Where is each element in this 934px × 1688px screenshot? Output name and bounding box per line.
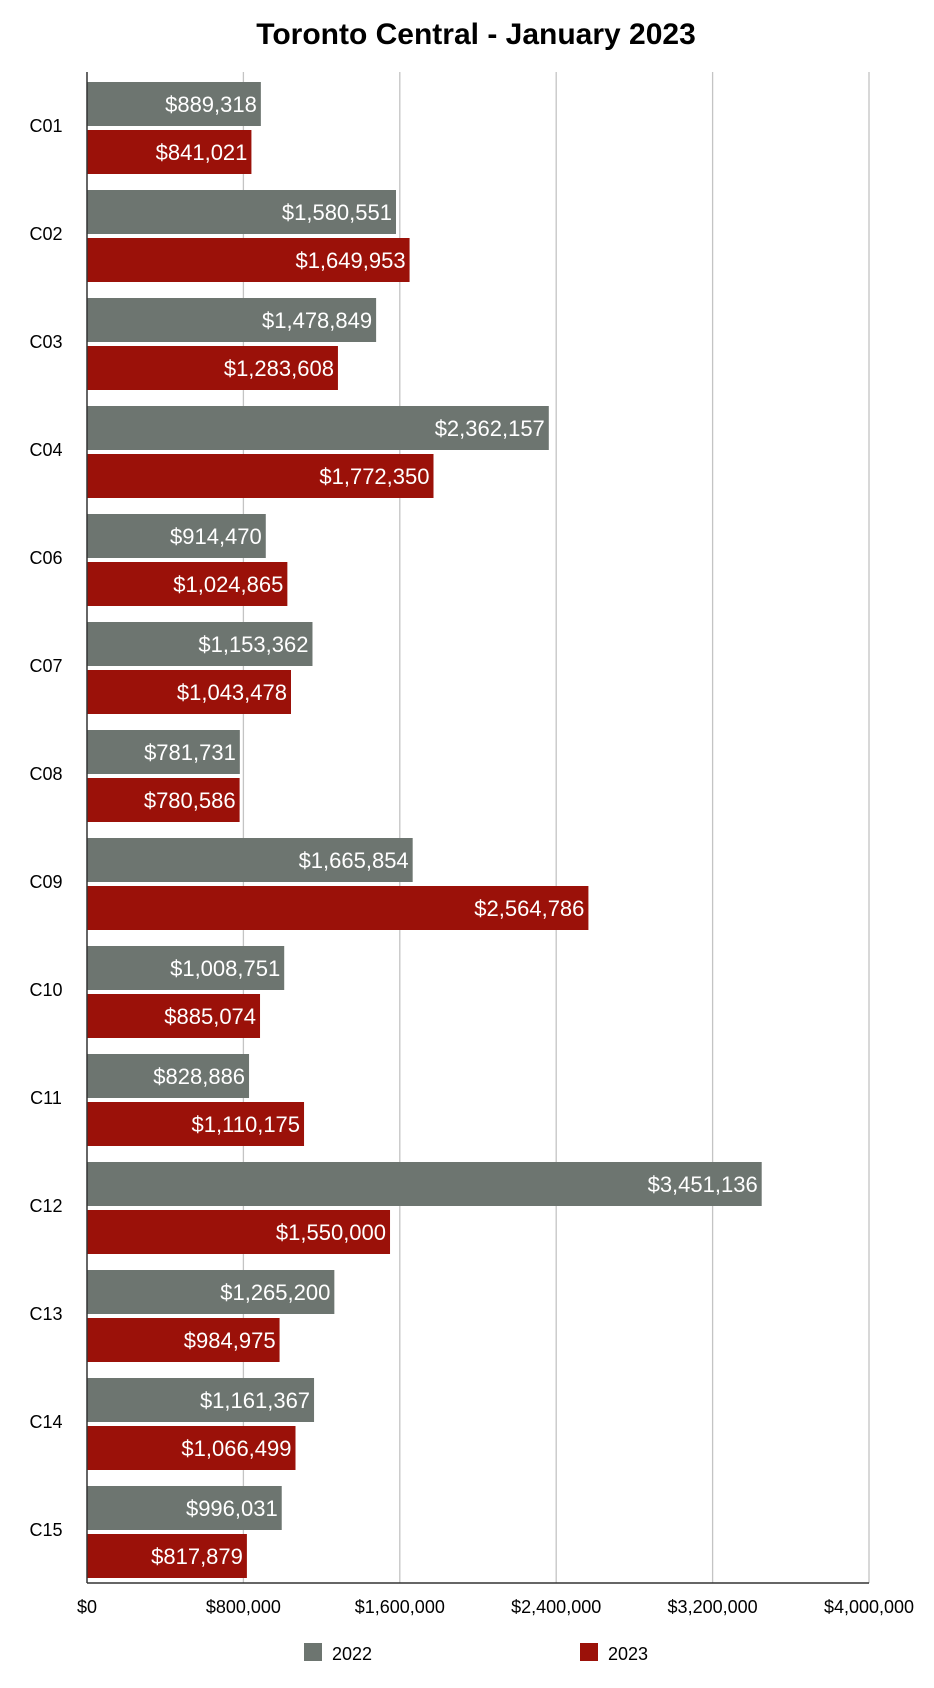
bars: $889,318 $841,021 $1,580,551 $1,649,953 $1,4… bbox=[87, 82, 762, 1578]
legend-label: 2022 bbox=[332, 1644, 372, 1664]
bar-2022 bbox=[87, 82, 261, 126]
category-label: C01 bbox=[29, 116, 62, 136]
bar-2023 bbox=[87, 670, 291, 714]
legend-label: 2023 bbox=[608, 1644, 648, 1664]
bar-2023 bbox=[87, 238, 410, 282]
category-label: C04 bbox=[29, 440, 62, 460]
bar-2022 bbox=[87, 1162, 762, 1206]
bar-2022 bbox=[87, 838, 413, 882]
bar-value-label: $1,550,000 bbox=[276, 1220, 386, 1245]
bar-2022 bbox=[87, 406, 549, 450]
legend-swatch-2023 bbox=[580, 1643, 598, 1661]
bar-2023 bbox=[87, 1210, 391, 1254]
x-tick-label: $3,200,000 bbox=[668, 1597, 758, 1617]
axes: $0 $800,000 $1,600,000 $2,400,000 $3,200,000… bbox=[29, 72, 914, 1617]
category-label: C10 bbox=[29, 980, 62, 1000]
bar-2023 bbox=[87, 562, 288, 606]
bar-value-label: $1,478,849 bbox=[262, 308, 372, 333]
bar-value-label: $1,024,865 bbox=[173, 572, 283, 597]
bar-2023 bbox=[87, 346, 338, 390]
bar-value-label: $1,008,751 bbox=[170, 956, 280, 981]
bar-2022 bbox=[87, 1486, 282, 1530]
bar-value-label: $817,879 bbox=[151, 1544, 243, 1569]
bar-2023 bbox=[87, 886, 589, 930]
bar-2022 bbox=[87, 190, 396, 234]
bar-value-label: $3,451,136 bbox=[648, 1172, 758, 1197]
bar-2023 bbox=[87, 1426, 296, 1470]
bar-2023 bbox=[87, 454, 434, 498]
category-label: C08 bbox=[29, 764, 62, 784]
bar-value-label: $885,074 bbox=[164, 1004, 256, 1029]
bar-2022 bbox=[87, 622, 313, 666]
bar-value-label: $1,649,953 bbox=[295, 248, 405, 273]
bar-value-label: $1,283,608 bbox=[224, 356, 334, 381]
x-tick-label: $4,000,000 bbox=[824, 1597, 914, 1617]
bar-value-label: $841,021 bbox=[156, 140, 248, 165]
bar-2023 bbox=[87, 1318, 280, 1362]
bar-value-label: $1,580,551 bbox=[282, 200, 392, 225]
bar-value-label: $2,564,786 bbox=[474, 896, 584, 921]
bar-value-label: $780,586 bbox=[144, 788, 236, 813]
bar-value-label: $781,731 bbox=[144, 740, 236, 765]
x-tick-label: $0 bbox=[77, 1597, 97, 1617]
category-label: C07 bbox=[29, 656, 62, 676]
bar-2022 bbox=[87, 946, 285, 990]
bar-2023 bbox=[87, 130, 252, 174]
category-label: C13 bbox=[29, 1304, 62, 1324]
bar-value-label: $914,470 bbox=[170, 524, 262, 549]
bar-value-label: $889,318 bbox=[165, 92, 257, 117]
bar-value-label: $984,975 bbox=[184, 1328, 276, 1353]
bar-value-label: $1,665,854 bbox=[299, 848, 409, 873]
bar-2022 bbox=[87, 1378, 315, 1422]
category-label: C06 bbox=[29, 548, 62, 568]
bar-2022 bbox=[87, 1270, 335, 1314]
bar-value-label: $996,031 bbox=[186, 1496, 278, 1521]
category-label: C15 bbox=[29, 1520, 62, 1540]
bar-value-label: $1,153,362 bbox=[198, 632, 308, 657]
bar-value-label: $1,066,499 bbox=[181, 1436, 291, 1461]
bar-2023 bbox=[87, 1534, 247, 1578]
category-label: C11 bbox=[30, 1088, 62, 1108]
bar-value-label: $1,110,175 bbox=[192, 1112, 300, 1137]
bar-2022 bbox=[87, 514, 266, 558]
x-tick-label: $2,400,000 bbox=[511, 1597, 601, 1617]
legend: 2022 2023 bbox=[304, 1643, 648, 1664]
bar-value-label: $1,265,200 bbox=[220, 1280, 330, 1305]
bar-2023 bbox=[87, 1102, 305, 1146]
bar-value-label: $1,161,367 bbox=[200, 1388, 310, 1413]
chart-title: Toronto Central - January 2023 bbox=[256, 18, 696, 51]
legend-swatch-2022 bbox=[304, 1643, 322, 1661]
bar-2022 bbox=[87, 1054, 250, 1098]
bar-value-label: $1,772,350 bbox=[319, 464, 429, 489]
bar-2022 bbox=[87, 730, 240, 774]
bar-2023 bbox=[87, 994, 261, 1038]
category-label: C02 bbox=[29, 224, 62, 244]
category-label: C09 bbox=[29, 872, 62, 892]
category-label: C12 bbox=[29, 1196, 62, 1216]
category-label: C03 bbox=[29, 332, 62, 352]
bar-2023 bbox=[87, 778, 240, 822]
x-tick-label: $1,600,000 bbox=[355, 1597, 445, 1617]
bar-value-label: $1,043,478 bbox=[177, 680, 287, 705]
x-tick-label: $800,000 bbox=[206, 1597, 281, 1617]
bar-value-label: $2,362,157 bbox=[435, 416, 545, 441]
bar-2022 bbox=[87, 298, 377, 342]
bar-value-label: $828,886 bbox=[153, 1064, 245, 1089]
category-label: C14 bbox=[29, 1412, 62, 1432]
